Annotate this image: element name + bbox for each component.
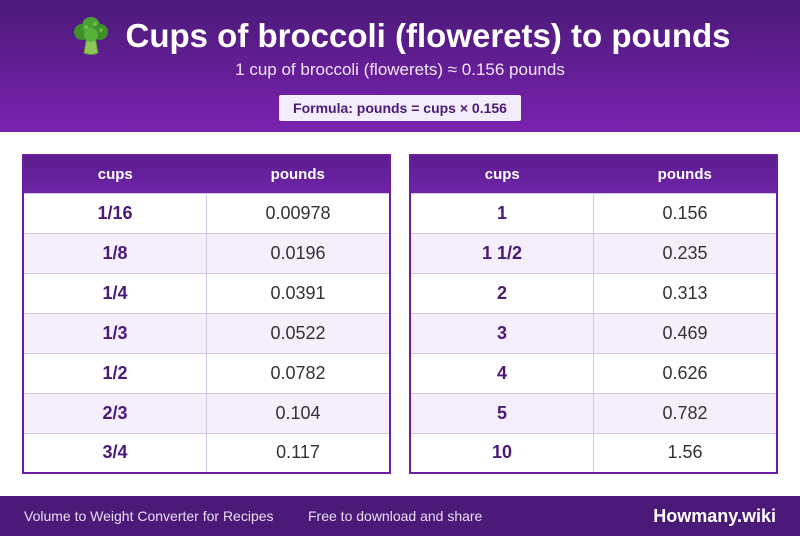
conversion-table-left: cups pounds 1/16 0.00978 1/8 0.0196 1/4 0.0…	[22, 154, 391, 474]
cups-cell: 1 1/2	[410, 232, 594, 273]
pounds-cell: 0.117	[206, 432, 390, 473]
table-row: 3 0.469	[410, 312, 777, 353]
pounds-cell: 0.313	[593, 272, 777, 313]
table-row: 1 1/2 0.235	[410, 232, 777, 273]
pounds-cell: 0.626	[593, 352, 777, 393]
table-row: 5 0.782	[410, 392, 777, 433]
cups-cell: 2	[410, 272, 594, 313]
table-row: 1/3 0.0522	[23, 312, 390, 353]
formula-container: Formula: pounds = cups × 0.156	[0, 95, 800, 121]
broccoli-icon	[73, 17, 108, 55]
column-header-pounds: pounds	[593, 155, 777, 193]
table-row: 2 0.313	[410, 272, 777, 313]
pounds-cell: 0.0522	[206, 312, 390, 353]
table-row: 1/2 0.0782	[23, 352, 390, 393]
column-header-pounds: pounds	[206, 155, 390, 193]
cups-cell: 1	[410, 192, 594, 233]
cups-cell: 2/3	[23, 392, 207, 433]
table-row: 1/4 0.0391	[23, 272, 390, 313]
table-header-row: cups pounds	[23, 155, 390, 193]
page-subtitle: 1 cup of broccoli (flowerets) ≈ 0.156 po…	[235, 60, 565, 79]
footer-tagline: Volume to Weight Converter for Recipes	[24, 508, 274, 524]
pounds-cell: 0.782	[593, 392, 777, 433]
table-header-row: cups pounds	[410, 155, 777, 193]
cups-cell: 1/8	[23, 232, 207, 273]
cups-cell: 4	[410, 352, 594, 393]
header: Cups of broccoli (flowerets) to pounds 1…	[0, 0, 800, 132]
cups-cell: 1/4	[23, 272, 207, 313]
cups-cell: 3	[410, 312, 594, 353]
cups-cell: 3/4	[23, 432, 207, 473]
table-row: 2/3 0.104	[23, 392, 390, 433]
pounds-cell: 0.235	[593, 232, 777, 273]
footer: Volume to Weight Converter for Recipes F…	[0, 496, 800, 536]
cups-cell: 1/2	[23, 352, 207, 393]
formula-badge: Formula: pounds = cups × 0.156	[279, 95, 521, 121]
cups-cell: 1/3	[23, 312, 207, 353]
table-row: 4 0.626	[410, 352, 777, 393]
pounds-cell: 0.156	[593, 192, 777, 233]
pounds-cell: 0.0391	[206, 272, 390, 313]
pounds-cell: 0.00978	[206, 192, 390, 233]
title-row: Cups of broccoli (flowerets) to pounds	[0, 14, 800, 58]
pounds-cell: 1.56	[593, 432, 777, 473]
brand-logo-text[interactable]: Howmany.wiki	[653, 505, 776, 526]
pounds-cell: 0.0782	[206, 352, 390, 393]
pounds-cell: 0.0196	[206, 232, 390, 273]
conversion-table-right: cups pounds 1 0.156 1 1/2 0.235 2 0.313 3 0.…	[409, 154, 778, 474]
page-title: Cups of broccoli (flowerets) to pounds	[125, 17, 731, 54]
table-row: 10 1.56	[410, 432, 777, 473]
pounds-cell: 0.469	[593, 312, 777, 353]
footer-share-note: Free to download and share	[308, 508, 483, 524]
table-row: 1/8 0.0196	[23, 232, 390, 273]
column-header-cups: cups	[23, 155, 207, 193]
pounds-cell: 0.104	[206, 392, 390, 433]
table-row: 1/16 0.00978	[23, 192, 390, 233]
cups-cell: 10	[410, 432, 594, 473]
cups-cell: 1/16	[23, 192, 207, 233]
column-header-cups: cups	[410, 155, 594, 193]
table-row: 3/4 0.117	[23, 432, 390, 473]
table-row: 1 0.156	[410, 192, 777, 233]
cups-cell: 5	[410, 392, 594, 433]
